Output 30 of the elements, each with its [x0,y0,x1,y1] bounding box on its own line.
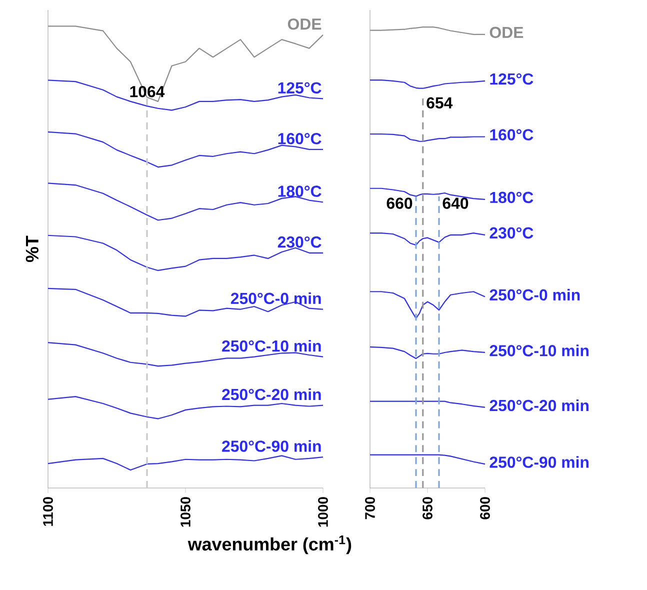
series-label: 250°C-10 min [222,340,321,352]
series-label: 230°C [278,236,322,248]
series-label: 180°C [278,186,322,197]
series-label: 250°C-0 min [230,292,321,304]
x-tick-label: 650 [422,497,432,520]
series-label: 230°C [490,227,534,239]
x-tick-label: 600 [480,497,490,520]
x-tick-label: 1050 [180,497,190,527]
x-tick-label: 1100 [43,497,53,526]
series-label: 160°C [278,132,322,144]
series-label: ODE [288,18,322,30]
series-label: 125°C [278,82,322,94]
x-tick-label: 1000 [318,497,328,527]
x-tick-label: 700 [365,497,375,520]
ref-line-label: 660 [386,198,412,209]
x-axis-title: wavenumber (cm$^{-1}$) [188,536,352,554]
ref-line-label: 640 [442,198,468,209]
series-label: 180°C [490,192,534,204]
series-label: 160°C [490,129,534,140]
series-label: 250°C-90 min [490,456,588,468]
ref-line-label: 654 [426,97,453,109]
series-label: 125°C [490,73,534,85]
series-label: ODE [490,26,524,38]
series-label: 250°C-0 min [490,288,580,301]
ref-line-label: 1064 [130,86,165,98]
series-label: 250°C-20 min [490,399,588,412]
y-axis-title: %T [26,236,38,262]
series-label: 250°C-10 min [490,344,588,356]
series-label: 250°C-20 min [222,388,321,400]
series-label: 250°C-90 min [222,440,321,452]
